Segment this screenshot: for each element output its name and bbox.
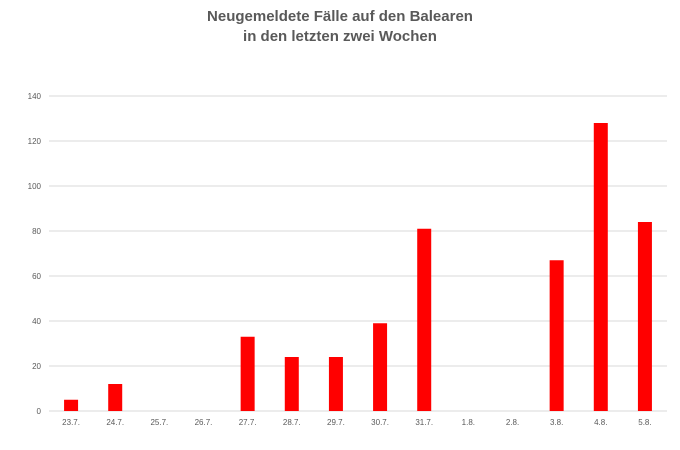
y-tick-label: 120 — [28, 137, 42, 146]
chart-title: Neugemeldete Fälle auf den Balearen in d… — [0, 7, 680, 47]
bar — [240, 336, 255, 411]
y-tick-label: 40 — [32, 317, 41, 326]
y-tick-label: 0 — [37, 407, 42, 416]
y-tick-label: 20 — [32, 362, 41, 371]
bar — [637, 222, 652, 411]
y-tick-label: 100 — [28, 182, 42, 191]
y-tick-label: 140 — [28, 92, 42, 101]
bar — [108, 384, 123, 411]
x-tick-label: 25.7. — [150, 418, 168, 427]
bar — [328, 357, 343, 411]
bar — [593, 123, 608, 411]
x-tick-label: 1.8. — [462, 418, 475, 427]
x-tick-label: 23.7. — [62, 418, 80, 427]
x-tick-label: 27.7. — [239, 418, 257, 427]
bar — [417, 228, 432, 411]
bar — [284, 357, 299, 411]
x-tick-label: 24.7. — [106, 418, 124, 427]
x-tick-label: 30.7. — [371, 418, 389, 427]
x-tick-label: 31.7. — [415, 418, 433, 427]
x-tick-label: 3.8. — [550, 418, 563, 427]
x-tick-label: 29.7. — [327, 418, 345, 427]
x-tick-label: 2.8. — [506, 418, 519, 427]
x-tick-label: 5.8. — [638, 418, 651, 427]
x-tick-label: 28.7. — [283, 418, 301, 427]
x-tick-label: 26.7. — [195, 418, 213, 427]
chart-title-line-1: Neugemeldete Fälle auf den Balearen — [207, 8, 473, 25]
chart-title-line-2: in den letzten zwei Wochen — [243, 28, 437, 45]
y-tick-label: 80 — [32, 227, 41, 236]
x-tick-label: 4.8. — [594, 418, 607, 427]
bar — [549, 260, 564, 411]
bar — [373, 323, 388, 411]
y-tick-label: 60 — [32, 272, 41, 281]
bar — [64, 399, 79, 411]
